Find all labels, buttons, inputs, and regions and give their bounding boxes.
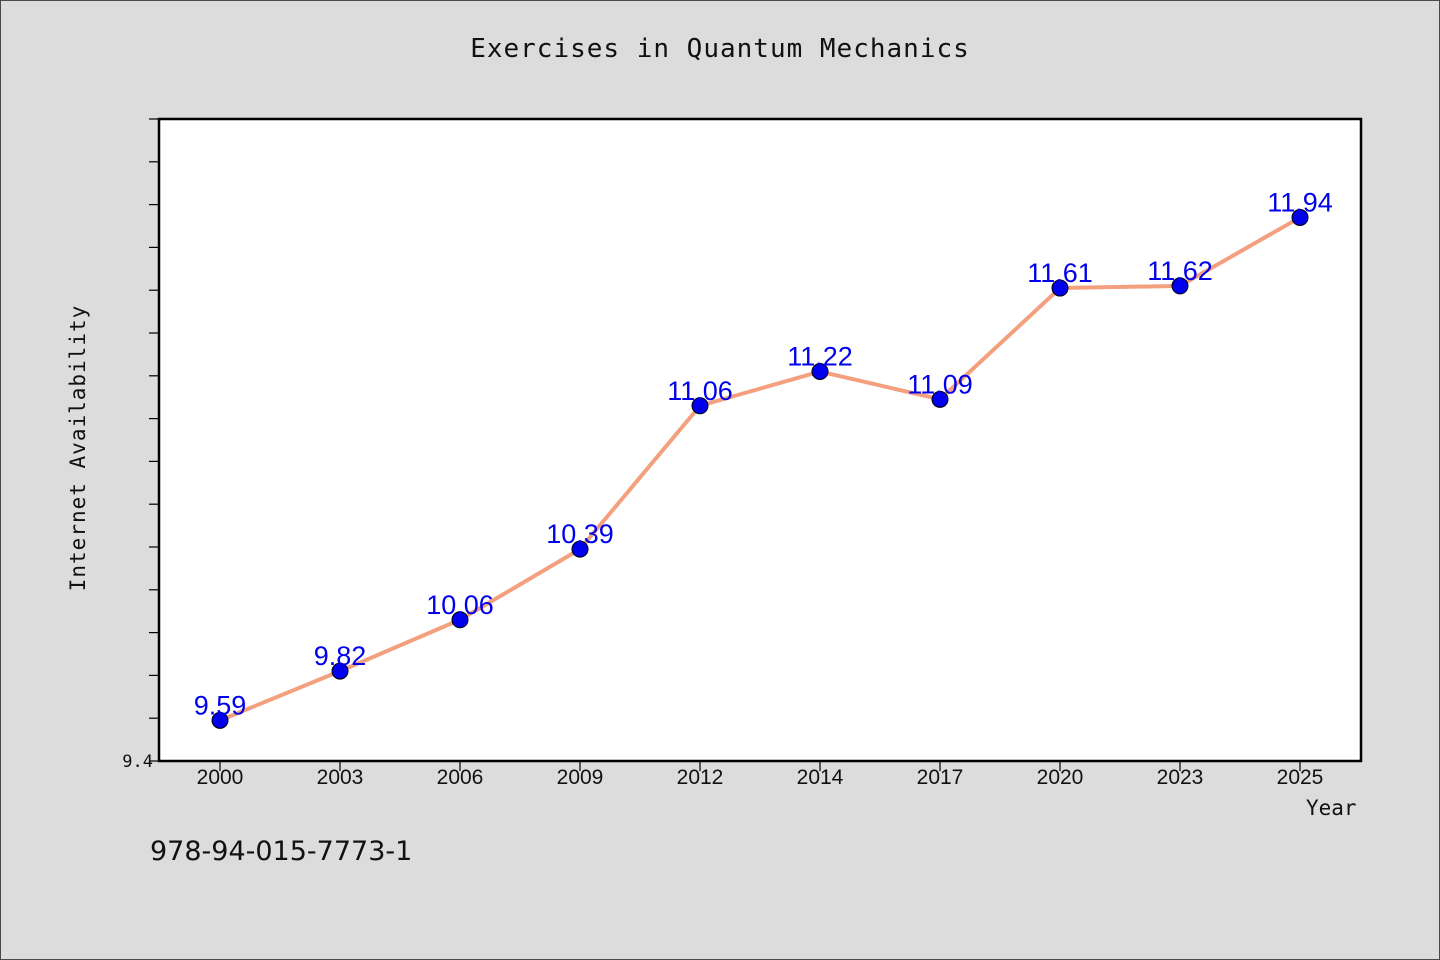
x-axis-label: Year xyxy=(1306,796,1357,820)
chart-title: Exercises in Quantum Mechanics xyxy=(470,34,970,64)
x-tick-label: 2012 xyxy=(677,766,724,789)
data-label: 11.22 xyxy=(787,342,853,372)
data-point xyxy=(451,611,469,629)
series-line xyxy=(219,215,1301,723)
data-label: 9.59 xyxy=(194,690,247,720)
data-label: 11.06 xyxy=(667,376,733,406)
x-tick-label: 2000 xyxy=(197,766,244,789)
data-point xyxy=(1051,279,1069,297)
data-point xyxy=(691,397,709,415)
data-point xyxy=(811,363,829,381)
x-tick-label: 2006 xyxy=(437,766,484,789)
data-point xyxy=(1291,208,1309,226)
data-label: 9.82 xyxy=(314,641,367,671)
data-point xyxy=(331,662,349,680)
y-tick-label: 9.4 xyxy=(122,752,153,772)
data-point xyxy=(931,390,949,408)
data-label: 11.62 xyxy=(1147,256,1213,286)
data-label: 11.94 xyxy=(1267,187,1333,217)
x-tick-label: 2003 xyxy=(317,766,364,789)
data-label: 11.61 xyxy=(1027,258,1093,288)
x-tick-label: 2023 xyxy=(1157,766,1204,789)
x-tick-label: 2025 xyxy=(1277,766,1324,789)
data-label: 10.06 xyxy=(426,590,494,620)
data-point xyxy=(1171,277,1189,295)
data-label: 11.09 xyxy=(907,369,973,399)
x-tick-label: 2009 xyxy=(557,766,604,789)
plot-area xyxy=(157,117,1363,763)
x-tick-label: 2020 xyxy=(1037,766,1084,789)
data-point xyxy=(211,711,229,729)
data-point xyxy=(571,540,589,558)
x-tick-label: 2017 xyxy=(917,766,964,789)
isbn-text: 978-94-015-7773-1 xyxy=(150,836,413,867)
data-label: 10.39 xyxy=(546,519,614,549)
x-tick-label: 2014 xyxy=(797,766,844,789)
